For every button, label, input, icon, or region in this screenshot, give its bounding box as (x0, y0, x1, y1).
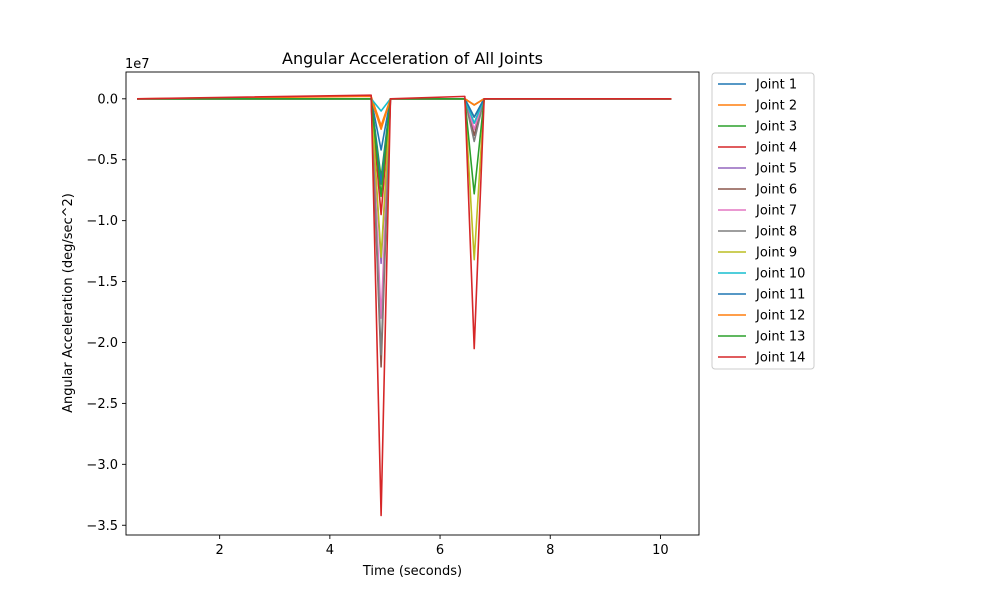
x-tick-label: 2 (216, 543, 224, 558)
legend-box (711, 72, 815, 370)
y-offset-label: 1e7 (125, 57, 150, 72)
y-axis-label: Angular Acceleration (deg/sec^2) (61, 193, 76, 413)
x-tick-label: 4 (326, 543, 334, 558)
y-tick-label: −1.5 (86, 275, 118, 290)
axes-layer: 2 4 6 8 10 0.0 −0.5 −1.0 −1.5 −2.0 −2.5 −3.0 −3.5 (86, 71, 700, 558)
series-layer (137, 94, 672, 517)
y-tick-label: −3.0 (86, 458, 118, 473)
y-tick-label: −2.5 (86, 397, 118, 412)
y-tick-label: −3.5 (86, 519, 118, 534)
series-line-joint-14 (137, 94, 672, 517)
legend-label: Joint 10 (755, 267, 805, 282)
legend-label: Joint 8 (755, 225, 797, 240)
legend-label: Joint 12 (755, 309, 805, 324)
legend-label: Joint 1 (755, 78, 797, 93)
x-tick-label: 8 (546, 543, 554, 558)
x-tick-label: 10 (652, 543, 669, 558)
legend-label: Joint 2 (755, 99, 797, 114)
legend-label: Joint 9 (755, 246, 797, 261)
legend-label: Joint 5 (755, 162, 797, 177)
x-axis-label: Time (seconds) (362, 564, 462, 579)
chart-title: Angular Acceleration of All Joints (282, 49, 543, 68)
legend-label: Joint 3 (755, 120, 797, 135)
plot-frame (125, 71, 700, 536)
y-tick-label: −2.0 (86, 336, 118, 351)
legend-label: Joint 13 (755, 330, 805, 345)
legend-label: Joint 14 (755, 351, 805, 366)
legend-label: Joint 7 (755, 204, 797, 219)
legend-label: Joint 6 (755, 183, 797, 198)
y-tick-label: 0.0 (97, 92, 118, 107)
legend: Joint 1 Joint 2 Joint 3 Joint 4 Joint 5 Joint… (711, 72, 815, 370)
series-line-joint-13 (137, 98, 672, 198)
y-tick-label: −0.5 (86, 153, 118, 168)
legend-label: Joint 11 (755, 288, 805, 303)
legend-label: Joint 4 (755, 141, 797, 156)
x-tick-label: 6 (436, 543, 444, 558)
y-tick-label: −1.0 (86, 214, 118, 229)
